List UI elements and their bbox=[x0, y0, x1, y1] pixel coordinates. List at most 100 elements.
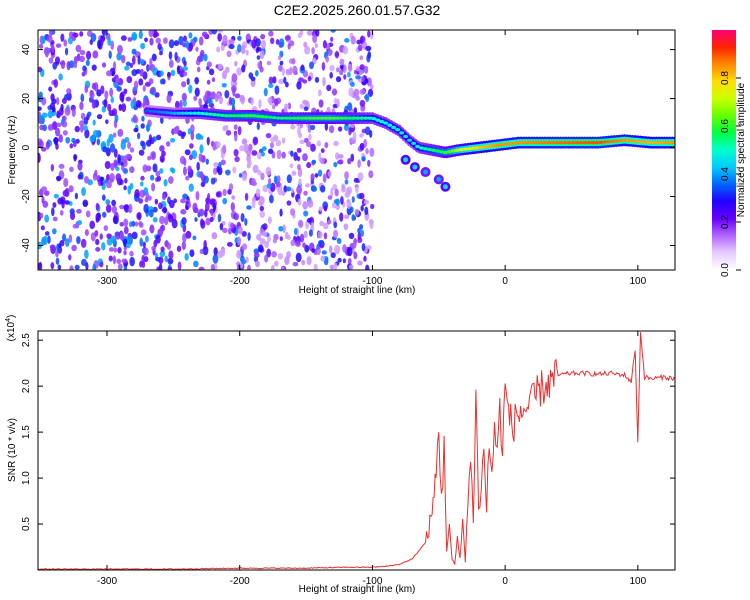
noise-blob bbox=[74, 192, 79, 200]
noise-blob bbox=[168, 39, 175, 49]
noise-blob bbox=[320, 185, 326, 193]
noise-blob bbox=[43, 47, 50, 56]
noise-blob bbox=[217, 213, 222, 223]
noise-blob bbox=[184, 253, 189, 261]
noise-blob bbox=[59, 196, 66, 205]
noise-blob bbox=[171, 168, 176, 174]
noise-blob bbox=[52, 61, 58, 70]
noise-blob bbox=[143, 247, 149, 256]
noise-blob bbox=[106, 70, 112, 77]
noise-blob bbox=[115, 166, 120, 172]
noise-blob bbox=[260, 33, 266, 40]
noise-blob bbox=[261, 146, 267, 151]
ridge-core bbox=[506, 142, 512, 146]
noise-blob bbox=[364, 206, 369, 216]
noise-blob bbox=[344, 179, 349, 185]
noise-blob bbox=[310, 143, 316, 152]
noise-blob bbox=[216, 30, 223, 33]
noise-blob bbox=[234, 93, 241, 99]
noise-blob bbox=[319, 220, 325, 227]
noise-blob bbox=[154, 198, 159, 205]
noise-blob bbox=[140, 123, 145, 129]
noise-blob bbox=[290, 187, 294, 194]
noise-blob bbox=[168, 199, 175, 209]
side-blob bbox=[412, 164, 418, 170]
noise-blob bbox=[285, 186, 292, 192]
noise-blob bbox=[245, 256, 249, 264]
noise-blob bbox=[115, 173, 122, 182]
noise-blob bbox=[306, 162, 312, 169]
noise-blob bbox=[141, 115, 145, 122]
noise-blob bbox=[359, 224, 364, 230]
noise-blob bbox=[183, 35, 187, 42]
ridge-core bbox=[212, 113, 217, 117]
noise-blob bbox=[336, 237, 342, 245]
noise-blob bbox=[297, 164, 301, 171]
noise-blob bbox=[256, 55, 261, 60]
noise-blob bbox=[153, 32, 160, 37]
ridge-core bbox=[375, 118, 381, 122]
noise-blob bbox=[62, 233, 67, 242]
noise-blob bbox=[333, 221, 338, 229]
ridge-core bbox=[243, 114, 249, 118]
noise-blob bbox=[221, 82, 227, 88]
noise-blob bbox=[285, 81, 289, 88]
noise-blob bbox=[258, 99, 262, 109]
colorbar-tick-label: 0.0 bbox=[720, 263, 731, 277]
noise-blob bbox=[339, 58, 345, 66]
ridge-core bbox=[283, 116, 289, 120]
noise-blob bbox=[77, 220, 83, 226]
noise-blob bbox=[364, 65, 369, 74]
noise-blob bbox=[182, 233, 187, 243]
ridge-core bbox=[590, 141, 596, 145]
spectrogram-frame bbox=[37, 29, 676, 271]
noise-blob bbox=[308, 133, 312, 141]
noise-blob bbox=[117, 263, 123, 270]
noise-blob bbox=[198, 98, 202, 107]
noise-blob bbox=[309, 61, 315, 70]
noise-blob bbox=[356, 39, 362, 45]
noise-blob bbox=[217, 63, 223, 70]
noise-blob bbox=[171, 219, 178, 229]
ridge-core bbox=[462, 147, 468, 151]
ridge-core bbox=[614, 139, 620, 143]
noise-blob bbox=[138, 198, 144, 204]
noise-blob bbox=[300, 64, 305, 71]
noise-blob bbox=[224, 89, 230, 99]
noise-blob bbox=[339, 64, 344, 70]
noise-blob bbox=[123, 266, 128, 270]
noise-blob bbox=[58, 134, 63, 143]
noise-blob bbox=[73, 154, 77, 162]
noise-blob bbox=[108, 110, 115, 117]
noise-blob bbox=[102, 146, 108, 153]
noise-blob bbox=[186, 78, 190, 86]
noise-blob bbox=[355, 74, 361, 80]
noise-blob bbox=[289, 163, 294, 169]
ridge-core bbox=[176, 111, 182, 115]
noise-blob bbox=[231, 73, 238, 83]
noise-blob bbox=[129, 147, 135, 153]
noise-blob bbox=[208, 68, 215, 76]
ridge-core bbox=[267, 115, 273, 119]
noise-blob bbox=[210, 177, 216, 185]
noise-blob bbox=[343, 64, 347, 74]
noise-blob bbox=[61, 97, 67, 104]
noise-blob bbox=[260, 151, 266, 157]
ridge-core bbox=[303, 116, 309, 120]
noise-blob bbox=[120, 140, 127, 151]
noise-blob bbox=[55, 175, 62, 181]
noise-blob bbox=[69, 265, 74, 270]
ridge-core bbox=[339, 116, 345, 120]
snr-plot-area bbox=[38, 332, 675, 570]
noise-blob bbox=[271, 251, 277, 258]
noise-blob bbox=[359, 88, 366, 95]
noise-blob bbox=[112, 215, 118, 225]
noise-blob bbox=[74, 264, 80, 270]
ridge-core bbox=[220, 113, 225, 117]
noise-blob bbox=[173, 126, 179, 135]
noise-blob bbox=[351, 213, 355, 222]
noise-blob bbox=[210, 208, 214, 216]
noise-blob bbox=[267, 96, 273, 104]
ridge-core bbox=[144, 109, 150, 113]
noise-blob bbox=[81, 187, 86, 197]
